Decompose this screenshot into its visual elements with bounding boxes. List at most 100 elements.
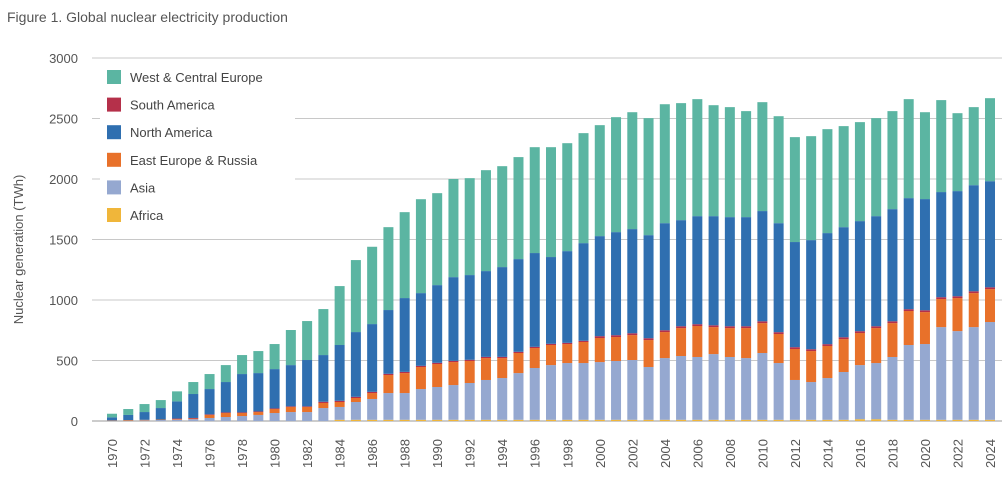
bar-segment-east-europe-russia-2023	[968, 293, 979, 328]
bar-segment-east-europe-russia-1992	[464, 360, 475, 384]
bar-segment-west-central-europe-1972	[139, 404, 150, 413]
bar-segment-south-america-2005	[676, 326, 687, 329]
bar-segment-asia-2003	[643, 367, 654, 420]
bar-segment-west-central-europe-2016	[854, 122, 865, 222]
bar-segment-west-central-europe-1992	[464, 178, 475, 276]
bar-segment-north-america-1997	[546, 257, 556, 344]
bar-segment-east-europe-russia-1996	[529, 348, 540, 369]
x-tick-label: 2006	[690, 439, 705, 468]
bar-segment-asia-1998	[562, 363, 573, 420]
bar-segment-east-europe-russia-2007	[708, 327, 719, 355]
bar-segment-west-central-europe-2013	[806, 136, 817, 241]
legend-label: North America	[130, 125, 213, 140]
bar-segment-africa-1991	[448, 419, 459, 421]
bar-segment-east-europe-russia-2002	[627, 335, 638, 361]
bar-segment-west-central-europe-2007	[708, 105, 719, 217]
bar-segment-west-central-europe-2018	[887, 111, 898, 210]
bar-segment-south-america-1986	[367, 391, 378, 394]
bar-segment-west-central-europe-1979	[253, 351, 264, 374]
bar-segment-east-europe-russia-1998	[562, 344, 573, 364]
bar-segment-south-america-2021	[936, 297, 947, 300]
x-tick-label: 1984	[333, 439, 348, 468]
bar-segment-west-central-europe-2014	[822, 129, 833, 234]
legend-swatch	[107, 152, 121, 167]
bar-segment-east-europe-russia-1983	[318, 402, 329, 409]
bar-segment-south-america-1991	[448, 360, 459, 363]
bar-segment-north-america-1971	[123, 414, 134, 421]
bar-segment-south-america-2003	[643, 338, 654, 341]
bar-segment-asia-1994	[497, 378, 508, 420]
bar-segment-west-central-europe-2009	[741, 111, 752, 218]
bar-segment-asia-2014	[822, 378, 833, 420]
bar-segment-africa-1987	[383, 419, 394, 421]
bar-segment-north-america-1989	[415, 293, 426, 366]
bar-segment-east-europe-russia-1974	[172, 419, 183, 420]
bar-segment-africa-2023	[968, 419, 979, 421]
bar-segment-asia-1974	[172, 419, 183, 421]
bar-segment-africa-2019	[903, 419, 914, 421]
legend-swatch	[107, 125, 121, 140]
bar-segment-asia-1986	[367, 398, 378, 420]
y-axis-label: Nuclear generation (TWh)	[11, 175, 26, 325]
bar-segment-africa-2003	[643, 419, 654, 421]
bar-segment-south-america-2008	[724, 326, 735, 329]
x-tick-label: 2000	[593, 439, 608, 468]
bar-segment-north-america-1990	[432, 285, 443, 363]
bar-segment-africa-2008	[724, 419, 735, 421]
bar-segment-asia-1991	[448, 385, 459, 420]
bar-segment-west-central-europe-2020	[919, 112, 930, 200]
bar-segment-asia-1973	[155, 420, 166, 421]
bar-segment-west-central-europe-1999	[578, 133, 589, 244]
x-tick-label: 1972	[138, 439, 153, 468]
bar-segment-south-america-1989	[415, 365, 426, 368]
bar-segment-south-america-1993	[480, 356, 491, 359]
bar-segment-west-central-europe-1990	[432, 193, 443, 286]
bar-segment-north-america-1991	[448, 277, 459, 361]
bar-segment-west-central-europe-2012	[789, 137, 800, 243]
bar-segment-east-europe-russia-2003	[643, 340, 654, 368]
bar-segment-asia-2013	[806, 382, 817, 420]
bar-segment-east-europe-russia-1971	[123, 420, 134, 421]
bar-segment-asia-1985	[350, 402, 361, 420]
bar-segment-north-america-2003	[643, 235, 654, 339]
bar-segment-east-europe-russia-1997	[546, 345, 556, 366]
bar-segment-asia-2019	[903, 345, 914, 420]
bar-segment-africa-2004	[659, 419, 670, 421]
bar-segment-south-america-2023	[968, 291, 979, 294]
bar-segment-asia-2016	[854, 365, 865, 420]
bar-segment-north-america-1976	[204, 389, 215, 415]
bar-segment-africa-2016	[854, 419, 865, 421]
bar-segment-north-america-2008	[724, 217, 735, 327]
bar-segment-south-america-1995	[513, 351, 524, 353]
bar-segment-east-europe-russia-2019	[903, 311, 914, 346]
bar-segment-west-central-europe-1991	[448, 179, 459, 278]
bar-segment-west-central-europe-1977	[220, 365, 231, 383]
bar-segment-west-central-europe-1996	[529, 147, 540, 254]
legend-swatch	[107, 70, 121, 84]
bar-segment-east-europe-russia-2013	[806, 351, 817, 383]
bar-segment-north-america-2021	[936, 192, 947, 298]
bar-segment-north-america-1977	[220, 382, 231, 413]
bar-segment-asia-2018	[887, 356, 898, 420]
bar-segment-east-europe-russia-1977	[220, 413, 231, 418]
bar-segment-south-america-1998	[562, 342, 573, 345]
bar-segment-africa-1992	[464, 419, 475, 421]
bar-segment-north-america-1981	[285, 365, 296, 407]
y-tick-label: 1000	[49, 293, 78, 308]
bar-segment-south-america-2012	[789, 347, 800, 350]
bar-segment-north-america-2015	[838, 227, 849, 338]
bar-segment-south-america-1976	[204, 414, 215, 415]
bar-segment-africa-2021	[936, 419, 947, 421]
bar-segment-east-europe-russia-2011	[773, 334, 784, 364]
bar-segment-north-america-1999	[578, 243, 589, 341]
bar-segment-south-america-1975	[188, 417, 199, 419]
bar-segment-west-central-europe-1975	[188, 382, 199, 395]
bar-segment-west-central-europe-1995	[513, 157, 524, 260]
bar-segment-north-america-1975	[188, 394, 199, 418]
x-tick-label: 2004	[658, 439, 673, 468]
bar-segment-east-europe-russia-2022	[952, 298, 963, 332]
bar-segment-africa-2010	[757, 419, 768, 421]
bar-segment-west-central-europe-1993	[480, 170, 491, 272]
bar-segment-africa-1989	[415, 419, 426, 421]
bar-segment-west-central-europe-1987	[383, 227, 394, 311]
